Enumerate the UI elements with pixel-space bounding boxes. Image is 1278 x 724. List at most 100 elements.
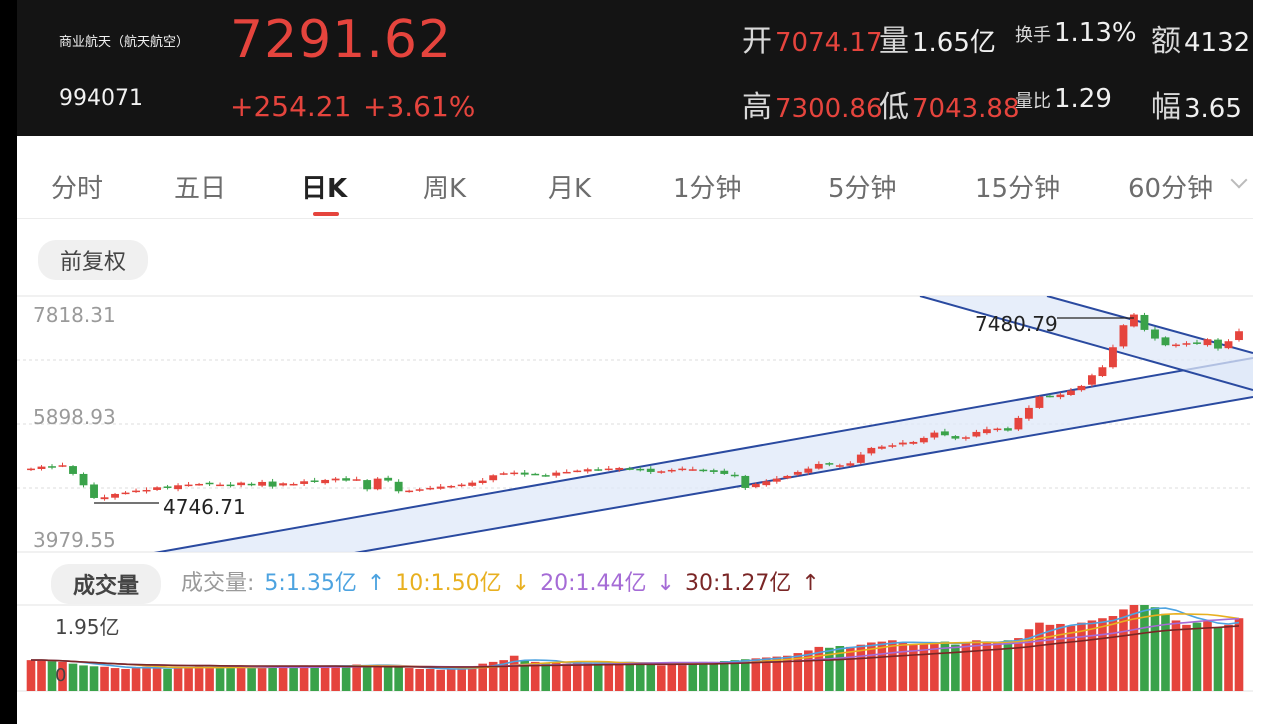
candle-body	[174, 485, 182, 490]
volume-bar	[730, 660, 740, 691]
volratio-label: 量比	[1015, 91, 1051, 112]
volume-bar	[415, 668, 424, 691]
volume-bar	[1087, 620, 1097, 691]
candle-body	[321, 479, 330, 484]
tab-5min[interactable]: 5分钟	[828, 174, 897, 204]
volume-bar	[793, 653, 803, 691]
index-code: 994071	[59, 86, 143, 111]
active-tab-indicator	[313, 212, 339, 216]
low-annotation: 4746.71	[163, 495, 246, 519]
volume-bar	[89, 666, 99, 691]
volume-bar	[341, 665, 351, 691]
tab-1min[interactable]: 1分钟	[673, 174, 742, 204]
candle-body	[457, 484, 466, 487]
candle-body	[678, 468, 687, 471]
candle-body	[982, 429, 991, 434]
candle-body	[1045, 395, 1054, 398]
volume-bar	[751, 658, 761, 691]
volume-bar	[194, 666, 204, 691]
volume-bar	[1119, 609, 1128, 691]
volume-bar	[562, 663, 572, 691]
candle-body	[667, 469, 676, 472]
volume-bar	[593, 663, 603, 691]
tab-intraday[interactable]: 分时	[51, 174, 104, 204]
turnover-stat: 换手 1.13%	[1015, 18, 1137, 48]
tab-daily-k[interactable]: 日K	[301, 174, 348, 204]
tab-weekly-k[interactable]: 周K	[423, 174, 467, 204]
volume-bar	[68, 663, 78, 691]
volume-bar	[1203, 620, 1212, 691]
volume-indicator-button[interactable]: 成交量	[51, 564, 162, 604]
candle-body	[552, 472, 561, 476]
candle-body	[216, 484, 225, 487]
candle-body	[699, 469, 708, 472]
volume-bar	[667, 664, 677, 691]
volume-bar	[152, 667, 162, 691]
tab-15min[interactable]: 15分钟	[975, 174, 1061, 204]
candle-body	[688, 469, 697, 471]
candle-body	[489, 475, 498, 481]
volume-max-label: 1.95亿	[55, 615, 120, 639]
volume-bar	[1014, 638, 1023, 691]
volume-bar	[888, 640, 897, 691]
amplitude-value: 3.65	[1184, 94, 1242, 124]
candle-body	[772, 478, 781, 482]
candle-body	[541, 475, 550, 477]
price-change: +254.21	[230, 90, 352, 123]
volume-bar	[877, 641, 887, 691]
candle-body	[657, 471, 666, 473]
volume-bar	[677, 663, 687, 691]
candle-body	[1130, 314, 1138, 327]
volume-bar	[1171, 620, 1181, 691]
candle-body	[562, 471, 571, 474]
candle-body	[1098, 367, 1107, 377]
volume-bar	[635, 663, 645, 691]
volume-bar	[58, 661, 67, 691]
volume-bar	[1066, 625, 1076, 691]
candle-body	[90, 484, 98, 498]
tab-60min[interactable]: 60分钟	[1128, 174, 1214, 204]
candle-body	[289, 483, 298, 486]
open-stat: 开 7074.17	[742, 16, 883, 60]
volume-bars	[26, 605, 1244, 691]
ma20-arrow: ↓	[656, 571, 675, 596]
price-change-pct: +3.61%	[363, 90, 476, 123]
candle-body	[972, 431, 981, 437]
candle-body	[300, 481, 309, 484]
volume-bar	[804, 650, 813, 691]
ma30-line	[31, 625, 1240, 668]
volume-bar	[898, 642, 908, 691]
high-label: 高	[742, 90, 772, 125]
volume-bar	[257, 666, 267, 691]
adjust-mode-button[interactable]: 前复权	[38, 240, 149, 280]
candle-body	[856, 454, 865, 463]
candle-body	[510, 472, 519, 475]
candle-body	[363, 480, 372, 490]
volume-bar	[520, 660, 530, 691]
candle-body	[793, 471, 802, 475]
candle-body	[79, 473, 88, 486]
volume-bar	[551, 662, 561, 691]
candle-body	[1003, 428, 1012, 431]
candle-body	[835, 465, 844, 467]
candle-body	[100, 497, 109, 500]
candle-body	[1066, 390, 1075, 395]
candle-body	[1024, 407, 1033, 419]
volume-bar	[425, 668, 435, 691]
candle-body	[1109, 347, 1117, 368]
volume-bar	[205, 666, 214, 691]
tab-monthly-k[interactable]: 月K	[548, 174, 592, 204]
volume-bar	[1150, 607, 1160, 691]
ma10-arrow: ↓	[511, 571, 531, 596]
volume-bar	[373, 664, 382, 691]
candle-body	[468, 482, 477, 486]
candle-body	[709, 470, 718, 472]
volume-bar	[509, 655, 519, 691]
trend-channel	[153, 296, 1253, 552]
kline-chart[interactable]	[17, 0, 1253, 724]
candle-body	[1119, 325, 1128, 347]
right-edge	[1253, 0, 1278, 724]
volume-bar	[446, 668, 456, 691]
tab-five-day[interactable]: 五日	[174, 174, 227, 204]
y-tick-top: 7818.31	[33, 303, 116, 327]
